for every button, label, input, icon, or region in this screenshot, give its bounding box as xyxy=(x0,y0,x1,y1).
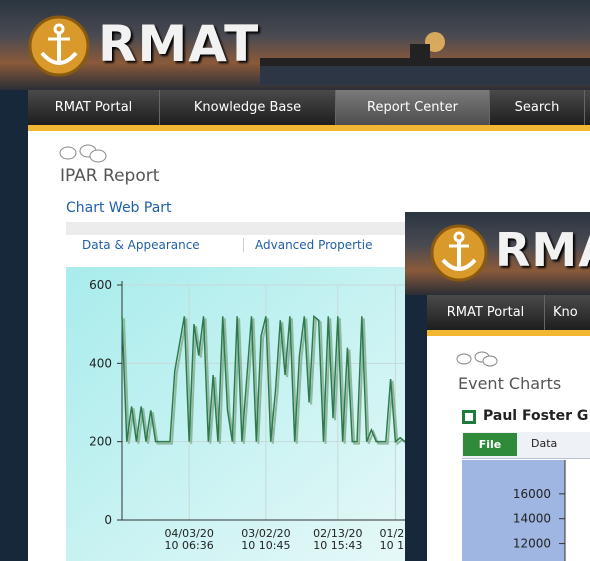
nav-item[interactable]: RMAT Portal xyxy=(28,90,160,125)
file-button[interactable]: File xyxy=(463,433,517,456)
web-part-title: Chart Web Part xyxy=(66,200,172,216)
toolbar xyxy=(66,222,405,235)
nav-item[interactable]: RMAT Portal xyxy=(427,295,545,330)
y-tick-label: 200 xyxy=(89,435,112,449)
page-title: Event Charts xyxy=(458,374,561,393)
tab[interactable]: Advanced Propertie xyxy=(255,238,372,252)
nav-item[interactable]: Kno xyxy=(545,295,590,330)
logo-anchor xyxy=(430,224,488,282)
y-tick-label: 12000 xyxy=(513,537,551,551)
page-icons xyxy=(455,349,505,369)
banner: RMAT xyxy=(0,0,590,90)
nav-bar: RMAT Portal Knowledge Base Report Center… xyxy=(28,90,590,125)
screen: RMAT RMAT Portal Knowledge Base Report C… xyxy=(0,0,590,561)
page-icons xyxy=(58,143,118,165)
x-tick-label: 01/2910 18 xyxy=(380,527,405,552)
y-tick-label: 16000 xyxy=(513,487,551,501)
overlay-window: RMAT RMAT Portal Kno Event Charts Paul F… xyxy=(405,212,590,561)
ribbon-button[interactable]: Data xyxy=(531,437,557,450)
excel-icon xyxy=(461,409,477,425)
chart: 12000 14000 16000 xyxy=(462,460,590,561)
plot-area xyxy=(565,460,590,561)
tab[interactable]: Data & Appearance xyxy=(82,238,200,252)
workbook-title: Paul Foster G xyxy=(483,408,588,424)
page-title: IPAR Report xyxy=(60,166,159,186)
nav-item[interactable]: Knowledge Base xyxy=(160,90,336,125)
y-tick-label: 0 xyxy=(104,513,112,527)
tab-separator xyxy=(243,238,244,252)
nav-item[interactable]: Report Center xyxy=(336,90,490,125)
y-tick-label: 14000 xyxy=(513,512,551,526)
logo-anchor xyxy=(28,15,90,77)
y-tick-label: 400 xyxy=(89,356,112,370)
nav-item[interactable]: Search xyxy=(490,90,585,125)
logo-text: RMAT xyxy=(98,14,259,74)
logo-text: RMAT xyxy=(495,222,590,278)
y-tick-label: 600 xyxy=(89,278,112,292)
nav-bar: RMAT Portal Kno xyxy=(427,295,590,330)
ship-image xyxy=(260,30,590,85)
